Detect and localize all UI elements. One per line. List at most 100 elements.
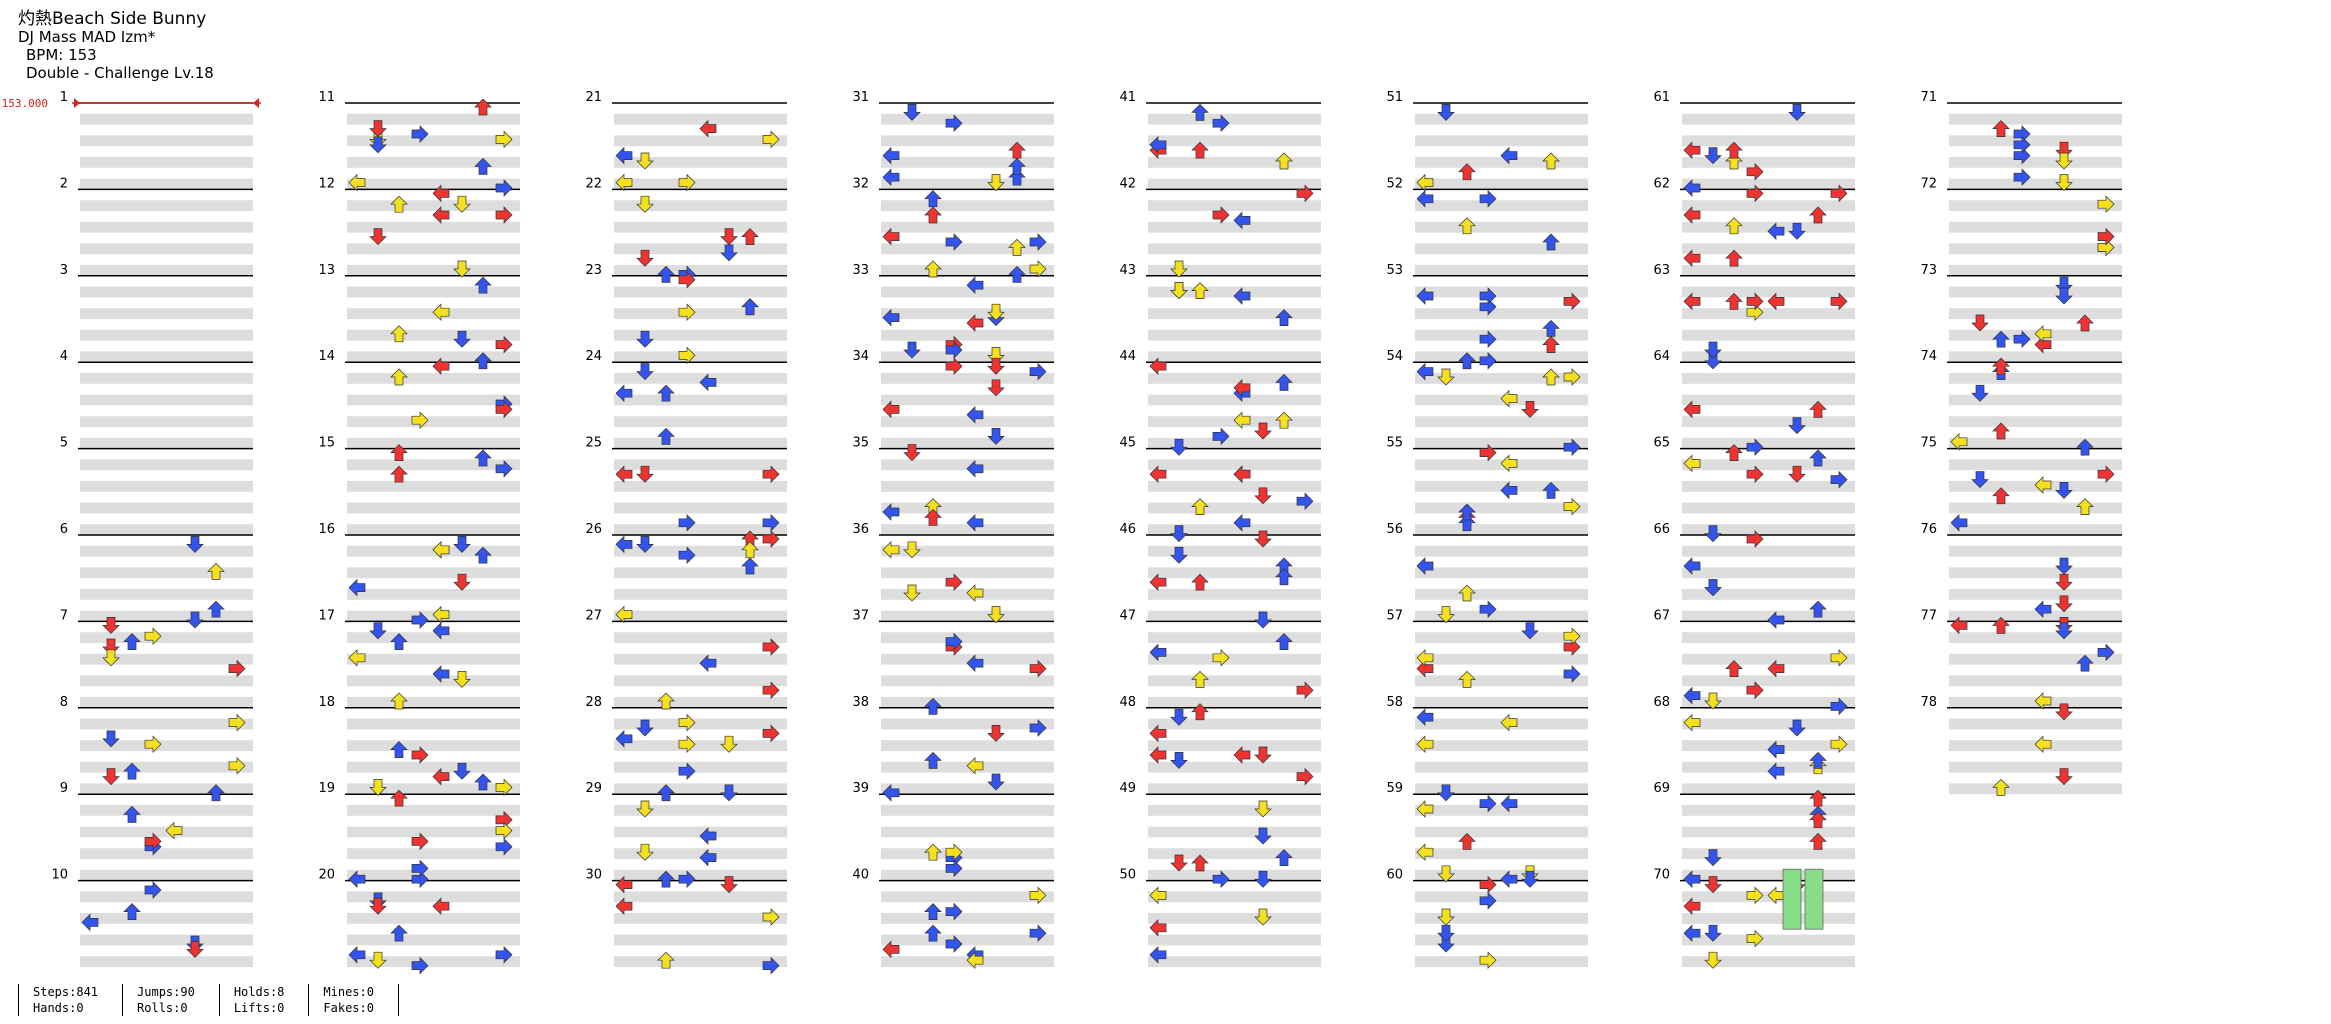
- beat-band: [881, 934, 1054, 946]
- beat-band: [1148, 913, 1321, 924]
- arrow-up-icon: [924, 924, 942, 942]
- measure-number: 40: [852, 868, 869, 883]
- beat-band: [614, 178, 787, 190]
- beat-band: [80, 740, 253, 751]
- arrow-left-icon: [1416, 648, 1434, 667]
- beat-band: [1415, 416, 1588, 427]
- arrow-left-icon: [432, 357, 450, 376]
- arrow-up-icon: [1542, 152, 1560, 170]
- measure-42: 42: [1119, 176, 1321, 276]
- beat-band: [881, 740, 1054, 751]
- arrow-down-icon: [903, 444, 921, 462]
- arrow-right-icon: [945, 114, 963, 133]
- beat-band: [614, 351, 787, 363]
- beat-band: [614, 697, 787, 708]
- beat-band: [1949, 653, 2122, 665]
- measure-1: 1: [60, 90, 253, 190]
- arrow-left-icon: [1683, 454, 1701, 473]
- beat-band: [347, 157, 520, 168]
- measure-12: 12: [318, 176, 520, 276]
- arrow-down-icon: [636, 843, 654, 861]
- arrow-down-icon: [1170, 525, 1188, 543]
- beat-band: [1415, 481, 1588, 492]
- arrow-down-icon: [102, 768, 120, 786]
- measure-63: 63: [1653, 263, 1855, 363]
- measure-number: 60: [1386, 868, 1403, 883]
- arrow-down-icon: [1170, 438, 1188, 456]
- beat-band: [347, 394, 520, 406]
- stats-group-jumps: Jumps:90 Rolls:0: [122, 984, 219, 1016]
- arrow-down-icon: [1254, 800, 1272, 818]
- arrow-up-icon: [1458, 584, 1476, 602]
- beat-band: [80, 308, 253, 319]
- arrow-down-icon: [1704, 951, 1722, 969]
- arrow-left-icon: [2034, 692, 2052, 710]
- arrow-left-icon: [1416, 189, 1434, 208]
- measure-36: 36: [852, 522, 1054, 622]
- beat-band: [614, 243, 787, 255]
- arrow-right-icon: [678, 713, 696, 732]
- arrow-right-icon: [1296, 184, 1314, 203]
- beat-band: [1949, 675, 2122, 687]
- beat-band: [1148, 589, 1321, 600]
- arrow-left-icon: [882, 400, 900, 419]
- beat-band: [1682, 675, 1855, 687]
- arrow-left-icon: [1149, 918, 1167, 937]
- beat-band: [1682, 545, 1855, 557]
- beat-band: [1148, 113, 1321, 125]
- arrow-left-icon: [615, 173, 633, 192]
- beat-band: [1148, 135, 1321, 147]
- beat-band: [1148, 351, 1321, 363]
- arrow-right-icon: [762, 908, 780, 926]
- measure-number: 63: [1653, 263, 1670, 278]
- measure-number: 8: [60, 695, 68, 710]
- arrow-right-icon: [945, 935, 963, 953]
- beat-band: [1949, 567, 2122, 579]
- arrow-down-icon: [987, 606, 1005, 624]
- arrow-right-icon: [762, 681, 780, 700]
- arrow-right-icon: [1746, 162, 1764, 181]
- beat-band: [80, 826, 253, 838]
- measure-54: 54: [1386, 349, 1588, 449]
- beat-band: [1949, 459, 2122, 471]
- arrow-up-icon: [1275, 309, 1293, 326]
- beat-band: [80, 351, 253, 363]
- beat-band: [1148, 869, 1321, 881]
- beat-band: [1148, 783, 1321, 795]
- arrow-down-icon: [636, 330, 654, 348]
- arrow-down-icon: [453, 260, 471, 278]
- beat-band: [1148, 394, 1321, 406]
- measure-number: 71: [1920, 90, 1937, 105]
- arrow-up-icon: [657, 951, 675, 969]
- arrow-left-icon: [882, 503, 900, 521]
- arrow-down-icon: [102, 649, 120, 667]
- arrow-left-icon: [2034, 476, 2052, 494]
- beat-band: [1148, 545, 1321, 557]
- beat-band: [1682, 610, 1855, 622]
- beat-band: [1682, 653, 1855, 665]
- measure-number: 66: [1653, 522, 1670, 537]
- arrow-left-icon: [966, 314, 984, 332]
- measure-number: 4: [60, 349, 68, 364]
- beat-band: [1148, 848, 1321, 859]
- beat-band: [1682, 157, 1855, 168]
- arrow-right-icon: [495, 130, 513, 149]
- measure-47: 47: [1119, 608, 1321, 708]
- beat-band: [1148, 826, 1321, 838]
- arrow-up-icon: [1458, 670, 1476, 688]
- arrow-down-icon: [1254, 870, 1272, 888]
- beat-band: [1682, 243, 1855, 255]
- beat-band: [1415, 805, 1588, 816]
- arrow-up-icon: [1992, 357, 2010, 375]
- arrow-up-icon: [924, 206, 942, 224]
- beat-band: [347, 286, 520, 298]
- measure-51: 51: [1386, 90, 1588, 190]
- beat-band: [1415, 610, 1588, 622]
- arrow-down-icon: [1704, 924, 1722, 942]
- arrow-right-icon: [1296, 767, 1314, 786]
- measure-number: 12: [318, 176, 335, 191]
- arrow-up-icon: [1725, 660, 1743, 677]
- measure-number: 78: [1920, 695, 1937, 710]
- arrow-up-icon: [924, 843, 942, 861]
- beat-band: [80, 934, 253, 946]
